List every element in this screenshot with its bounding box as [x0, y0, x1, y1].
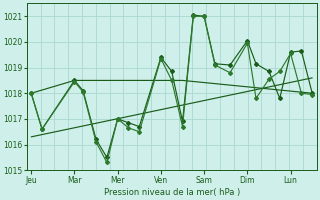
- X-axis label: Pression niveau de la mer( hPa ): Pression niveau de la mer( hPa ): [104, 188, 240, 197]
